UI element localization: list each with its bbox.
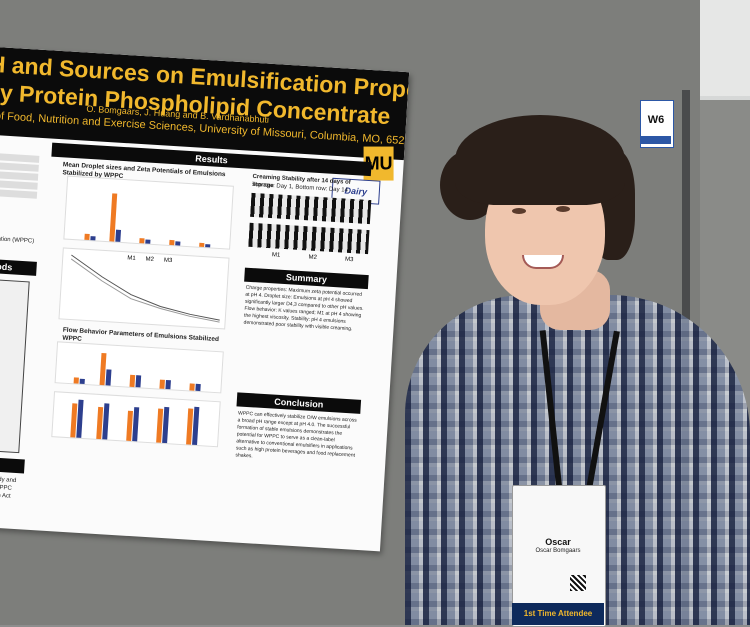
chart-bar [76,399,84,438]
chart-bar [132,407,140,442]
summary-text: Charge properties: Maximum zeta potentia… [243,284,364,333]
chart-bar [162,406,170,444]
flow-k-chart [54,341,224,394]
badge-full-name: Oscar Bomgaars [535,548,581,554]
chart-bar [115,229,122,242]
chart-bar [195,383,201,392]
text-line [0,179,38,190]
conclusion-text: WPPC can effectively stabilize O/W emuls… [235,410,357,460]
right-eye [556,206,570,212]
legend-m3: M3 [163,257,173,265]
chart-bar [102,403,110,440]
text-line [0,170,39,181]
legend-m2: M2 [145,256,155,264]
qr-code-icon [570,575,586,591]
chart-bar [84,233,90,241]
creaming-labels: M1 M2 M3 [258,251,368,264]
creaming-vials-day14 [248,222,370,255]
text-line [0,188,38,199]
booth-number: W6 [647,114,665,126]
creaming-label-m1: M1 [271,252,281,259]
text-line [0,152,40,163]
chart-bar [175,241,181,246]
droplet-size-chart [63,175,234,250]
chart-bar [165,379,171,390]
booth-sign-stripe [641,136,671,144]
chart-bar [139,238,145,244]
chart-bar [135,375,142,388]
chart-bar [73,377,79,384]
creaming-label-m2: M2 [308,254,318,261]
acknowledgments-header: nts [0,455,25,474]
chart-bar [169,239,175,246]
intro-fragment: emulsification (WPPC) [0,235,35,245]
left-eye [512,208,526,214]
first-time-attendee-ribbon: 1st Time Attendee [512,603,604,625]
methods-flowchart [0,277,30,454]
methods-header: hods [0,257,37,276]
research-poster: H and Sources on Emulsification Properti… [0,46,410,552]
legend-m1: M1 [127,255,136,262]
chart-bar [189,383,195,391]
zeta-curve [70,254,220,323]
flow-n-chart [51,391,221,448]
chart-bar [145,239,151,244]
text-line [0,161,39,172]
chart-bar [159,379,165,389]
chart-bar [129,374,136,388]
zeta-potential-chart [58,247,230,330]
hair [455,115,625,205]
chart-bar [105,369,112,386]
chart-bar [205,244,211,248]
chart-bar [79,378,85,385]
chart-bar [90,236,96,241]
chart-bar [192,406,200,445]
badge-name: Oscar [545,537,571,547]
intro-text [0,150,40,201]
chart-bar [199,242,205,248]
creaming-label-m3: M3 [344,256,354,264]
acknowledgments-text: unding this study and for providing WPPC… [0,475,17,500]
